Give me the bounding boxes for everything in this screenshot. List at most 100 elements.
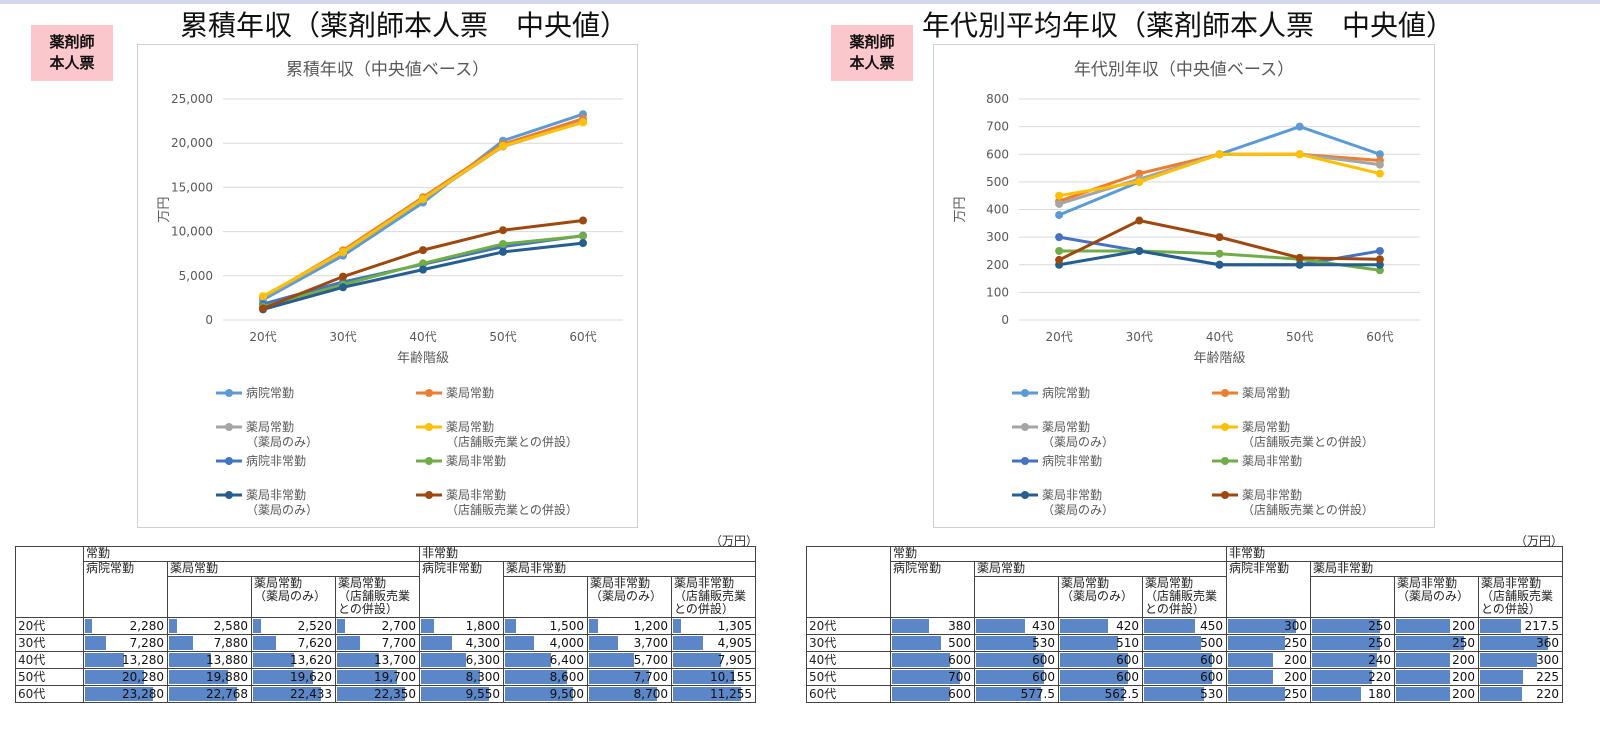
y-axis-label: 万円 <box>953 196 968 222</box>
data-cell: 6,400 <box>503 651 589 669</box>
series-7 <box>259 216 587 313</box>
legend-marker <box>1221 423 1229 431</box>
cell-value: 8,300 <box>465 670 501 684</box>
data-point <box>1135 177 1144 186</box>
cell-value: 250 <box>1368 619 1392 633</box>
data-cell: 2,580 <box>167 617 252 635</box>
cell-value: 200 <box>1452 653 1476 667</box>
data-bar <box>253 670 313 684</box>
row-label-cell: 20代 <box>806 617 891 635</box>
cell-value: 1,800 <box>465 619 501 633</box>
data-bar <box>169 619 177 633</box>
data-cell: 600 <box>1141 668 1228 686</box>
y-tick-label: 10,000 <box>171 225 213 239</box>
cell-value: 4,905 <box>717 636 753 650</box>
row-label: 20代 <box>18 618 46 633</box>
legend-entry: 薬局常勤 <box>416 386 494 400</box>
data-cell: 220 <box>1310 668 1396 686</box>
unit-label: （万円） <box>710 534 759 548</box>
row-label: 60代 <box>809 686 837 701</box>
header-cell: 病院常勤 <box>83 561 168 618</box>
data-bar <box>892 653 951 667</box>
cell-value: 1,500 <box>549 619 585 633</box>
data-bar <box>673 670 735 684</box>
legend-marker <box>225 389 233 397</box>
row-label: 50代 <box>809 669 837 684</box>
legend-entry: 薬局非常勤（店舗販売業との併設） <box>416 488 578 517</box>
legend-marker <box>1221 491 1229 499</box>
data-cell: 11,255 <box>671 685 757 703</box>
data-cell: 225 <box>1478 668 1564 686</box>
data-cell: 7,700 <box>334 634 421 652</box>
data-point <box>1055 199 1064 208</box>
data-bar <box>337 636 361 650</box>
header-label: 薬局非常勤 <box>506 561 567 575</box>
cell-value: 200 <box>1284 653 1308 667</box>
data-cell: 10,155 <box>671 668 757 686</box>
cell-value: 250 <box>1452 636 1476 650</box>
row-label-cell: 20代 <box>15 617 84 635</box>
cell-value: 250 <box>1284 636 1308 650</box>
group-label: 非常勤 <box>422 546 459 560</box>
cell-value: 2,520 <box>297 619 332 633</box>
legend-entry: 薬局非常勤（薬局のみ） <box>1012 488 1114 517</box>
x-tick-label: 60代 <box>1366 330 1393 344</box>
data-cell: 217.5 <box>1478 617 1564 635</box>
x-tick-label: 20代 <box>1045 330 1072 344</box>
legend-label: 薬局非常勤 <box>446 454 506 468</box>
legend-entry: 薬局常勤 <box>1212 386 1290 400</box>
data-bar <box>337 687 406 701</box>
data-point <box>1215 233 1224 242</box>
cell-value: 4,300 <box>465 636 501 650</box>
row-label-cell: 30代 <box>15 634 84 652</box>
data-cell: 300 <box>1226 617 1312 635</box>
legend-sublabel: （店舗販売業との併設） <box>1242 434 1374 449</box>
legend-marker <box>1021 457 1029 465</box>
data-cell: 200 <box>1394 685 1480 703</box>
legend-entry: 病院常勤 <box>216 385 294 400</box>
data-point <box>579 232 587 241</box>
row-label-cell: 40代 <box>806 651 891 669</box>
data-bar <box>1228 653 1274 667</box>
data-bar <box>421 636 452 650</box>
data-point <box>579 216 587 225</box>
data-bar <box>1144 670 1213 684</box>
cell-value: 200 <box>1452 619 1476 633</box>
y-tick-label: 800 <box>986 92 1009 106</box>
legend-entry: 病院非常勤 <box>1012 453 1102 468</box>
data-cell: 13,700 <box>334 651 421 669</box>
x-axis-label: 年齢階級 <box>397 351 449 366</box>
x-tick-label: 50代 <box>489 330 516 344</box>
data-cell: 7,280 <box>83 634 168 652</box>
data-bar <box>1312 653 1378 667</box>
row-label-cell: 50代 <box>806 668 891 686</box>
header-cell: 非常勤 <box>419 546 757 562</box>
legend-entry: 薬局常勤（薬局のみ） <box>216 420 318 449</box>
data-cell: 4,300 <box>419 634 505 652</box>
cell-value: 700 <box>948 670 971 684</box>
cell-value: 9,500 <box>549 687 585 701</box>
header-label: 薬局常勤 <box>977 561 1026 575</box>
cell-value: 420 <box>1116 619 1139 633</box>
data-bar <box>1144 653 1213 667</box>
legend-label: 薬局常勤 <box>1042 420 1090 434</box>
data-cell: 8,300 <box>419 668 505 686</box>
header-label: 薬局非常勤 （店舗販売業 との併設） <box>1481 576 1554 616</box>
cell-value: 600 <box>948 653 971 667</box>
data-point <box>339 247 347 256</box>
data-bar <box>169 653 211 667</box>
cell-value: 4,000 <box>549 636 585 650</box>
data-bar <box>253 653 295 667</box>
header-label: 薬局非常勤 （店舗販売業 との併設） <box>674 576 747 616</box>
legend-entry: 病院非常勤 <box>216 453 306 468</box>
cell-value: 225 <box>1536 670 1560 684</box>
data-bar <box>673 687 742 701</box>
cell-value: 220 <box>1368 670 1392 684</box>
legend-label: 薬局常勤 <box>446 386 494 400</box>
cell-value: 2,700 <box>381 619 417 633</box>
data-cell: 530 <box>974 634 1059 652</box>
cell-value: 450 <box>1200 619 1224 633</box>
data-point <box>1375 150 1384 159</box>
x-axis-label: 年齢階級 <box>1193 351 1245 366</box>
legend-marker <box>225 457 233 465</box>
